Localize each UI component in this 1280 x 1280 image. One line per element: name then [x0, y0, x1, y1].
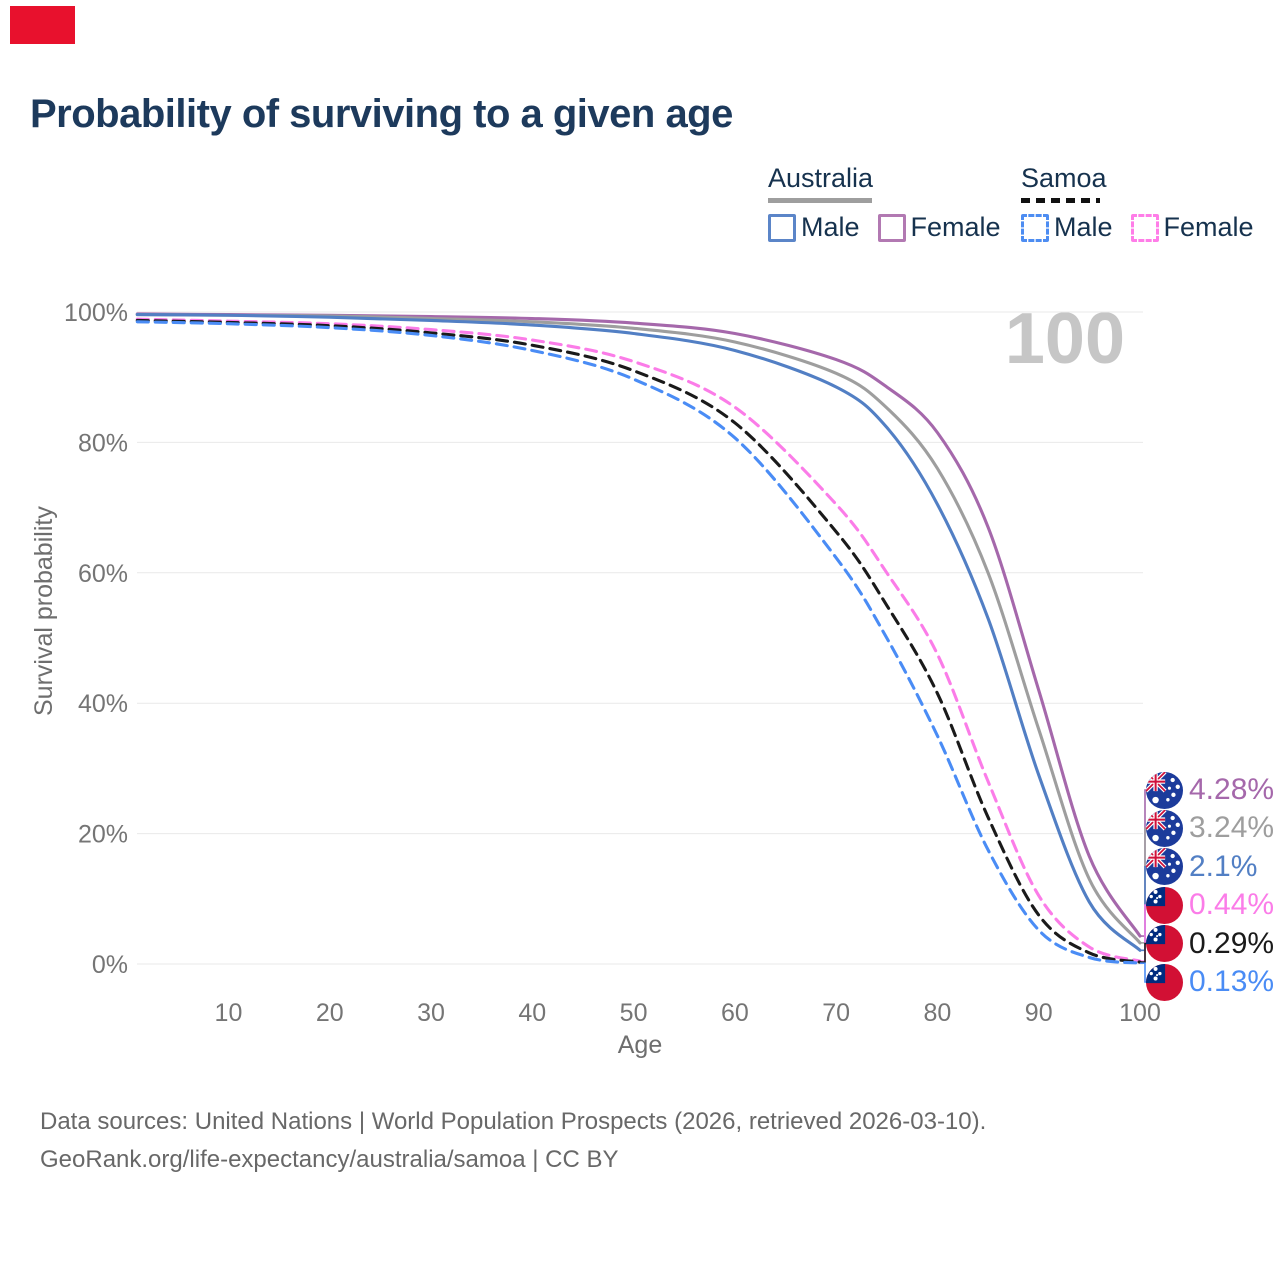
legend-country-name: Samoa — [1021, 163, 1107, 193]
y-tick-label: 60% — [78, 560, 128, 588]
curve-australia-male[interactable] — [135, 313, 1142, 952]
legend-group-australia: Australia Male Female — [768, 163, 1001, 243]
samoa-flag-icon — [1146, 925, 1183, 962]
x-tick-label: 90 — [1025, 999, 1053, 1027]
legend-item-samoa-male[interactable]: Male — [1021, 212, 1113, 243]
y-tick-label: 20% — [78, 821, 128, 849]
legend-item-australia-male[interactable]: Male — [768, 212, 860, 243]
x-tick-label: 60 — [721, 999, 749, 1027]
x-tick-label: 70 — [822, 999, 850, 1027]
x-tick-label: 10 — [215, 999, 243, 1027]
legend-group-samoa: Samoa Male Female — [1021, 163, 1254, 243]
legend-label: Female — [1163, 212, 1254, 242]
red-rectangle-marker — [10, 6, 75, 44]
end-label-value: 0.44% — [1189, 888, 1275, 922]
end-label-samoa-female: 0.44% — [1146, 886, 1274, 924]
page-title: Probability of surviving to a given age — [30, 92, 733, 136]
legend-label: Male — [1054, 212, 1113, 242]
end-label-samoa-male: 0.13% — [1146, 963, 1274, 1001]
y-tick-label: 100% — [64, 299, 128, 327]
attribution-caption: GeoRank.org/life-expectancy/australia/sa… — [40, 1146, 619, 1173]
end-label-samoa-total: 0.29% — [1146, 925, 1274, 963]
curve-samoa-female[interactable] — [135, 317, 1142, 963]
australia-flag-icon — [1146, 772, 1183, 809]
legend-australia-line-swatch — [768, 198, 872, 203]
legend-country-name: Australia — [768, 163, 874, 193]
x-tick-label: 40 — [518, 999, 546, 1027]
samoa-flag-icon — [1146, 887, 1183, 924]
samoa-flag-icon — [1146, 964, 1183, 1001]
x-tick-label: 50 — [620, 999, 648, 1027]
legend-samoa-line-swatch — [1021, 198, 1100, 203]
end-label-value: 2.1% — [1189, 849, 1258, 883]
samoa-male-swatch — [1021, 213, 1049, 242]
curve-australia-total[interactable] — [135, 313, 1142, 945]
legend-item-australia-female[interactable]: Female — [877, 212, 1001, 243]
end-label-australia-female: 4.28% — [1146, 771, 1274, 809]
survival-chart: 0% 20% 40% 60% 80% 100% 10 20 30 40 50 60 70 80 90 100 A… — [64, 299, 1161, 1059]
x-tick-label: 80 — [924, 999, 952, 1027]
x-tick-label: 20 — [316, 999, 344, 1027]
x-tick-label: 100 — [1119, 999, 1161, 1027]
x-tick-label: 30 — [417, 999, 445, 1027]
legend-label: Female — [910, 212, 1001, 242]
y-tick-label: 80% — [78, 429, 128, 457]
y-tick-label: 0% — [92, 951, 128, 979]
australia-flag-icon — [1146, 848, 1183, 885]
end-label-australia-total: 3.24% — [1146, 809, 1274, 847]
data-source-caption: Data sources: United Nations | World Pop… — [40, 1108, 987, 1135]
samoa-female-swatch — [1130, 213, 1159, 242]
end-label-value: 0.13% — [1189, 965, 1275, 998]
legend-label: Male — [801, 212, 860, 242]
x-axis-title: Age — [618, 1031, 662, 1059]
legend-item-samoa-female[interactable]: Female — [1130, 212, 1254, 243]
end-label-australia-male: 2.1% — [1146, 848, 1257, 886]
curve-samoa-total[interactable] — [135, 318, 1142, 964]
y-tick-label: 40% — [78, 690, 128, 718]
australia-female-swatch — [877, 213, 906, 242]
end-label-value: 3.24% — [1189, 811, 1275, 845]
end-label-value: 0.29% — [1189, 926, 1275, 960]
curve-samoa-male[interactable] — [135, 320, 1142, 965]
end-label-value: 4.28% — [1189, 773, 1275, 806]
australia-flag-icon — [1146, 810, 1183, 847]
australia-male-swatch — [768, 213, 796, 242]
